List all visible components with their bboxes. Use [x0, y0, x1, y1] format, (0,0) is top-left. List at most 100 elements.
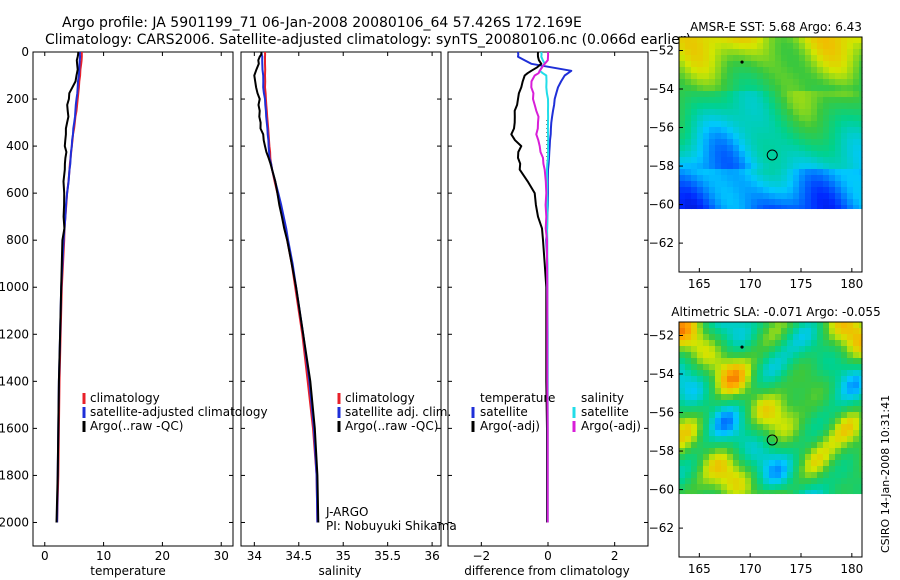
heatmap-cell — [739, 460, 746, 467]
heatmap-cell — [781, 127, 788, 134]
map-y-tick-label: −52 — [649, 43, 674, 57]
heatmap-cell — [739, 193, 746, 200]
heatmap-cell — [805, 412, 812, 419]
heatmap-cell — [691, 382, 698, 389]
heatmap-cell — [715, 199, 722, 206]
heatmap-cell — [691, 490, 698, 495]
heatmap-cell — [841, 73, 848, 80]
heatmap-cell — [751, 442, 758, 449]
heatmap-cell — [679, 442, 686, 449]
heatmap-cell — [715, 406, 722, 413]
heatmap-cell — [829, 55, 836, 62]
heatmap-cell — [727, 163, 734, 170]
heatmap-cell — [727, 334, 734, 341]
heatmap-cell — [727, 364, 734, 371]
heatmap-cell — [793, 163, 800, 170]
heatmap-cell — [799, 322, 806, 329]
heatmap-cell — [745, 322, 752, 329]
heatmap-cell — [697, 61, 704, 68]
heatmap-cell — [685, 91, 692, 98]
heatmap-cell — [769, 328, 776, 335]
heatmap-cell — [787, 127, 794, 134]
heatmap-cell — [823, 484, 830, 491]
heatmap-cell — [799, 436, 806, 443]
heatmap-cell — [703, 490, 710, 495]
heatmap-cell — [775, 490, 782, 495]
heatmap-cell — [841, 436, 848, 443]
heatmap-cell — [709, 406, 716, 413]
heatmap-cell — [757, 49, 764, 56]
heatmap-cell — [841, 79, 848, 86]
heatmap-cell — [793, 115, 800, 122]
heatmap-cell — [703, 376, 710, 383]
heatmap-cell — [769, 388, 776, 395]
heatmap-cell — [859, 145, 863, 152]
heatmap-cell — [781, 121, 788, 128]
heatmap-cell — [703, 484, 710, 491]
heatmap-cell — [829, 43, 836, 50]
heatmap-cell — [703, 322, 710, 329]
heatmap-cell — [793, 424, 800, 431]
heatmap-cell — [775, 91, 782, 98]
sst-map-panel: AMSR-E SST: 5.68 Argo: 6.43 165 170 175 180… — [649, 20, 864, 291]
heatmap-cell — [721, 442, 728, 449]
heatmap-cell — [835, 91, 842, 98]
heatmap-cell — [829, 85, 836, 92]
heatmap-cell — [703, 466, 710, 473]
map-y-tick-label: −54 — [649, 82, 674, 96]
heatmap-cell — [691, 334, 698, 341]
heatmap-cell — [739, 346, 746, 353]
heatmap-cell — [751, 145, 758, 152]
heatmap-cell — [853, 43, 860, 50]
heatmap-cell — [859, 376, 863, 383]
heatmap-cell — [697, 370, 704, 377]
x-tick-label: 34.5 — [285, 549, 312, 563]
heatmap-cell — [709, 340, 716, 347]
legend-temp-satellite-label: satellite — [480, 405, 528, 419]
legend-argo-label: Argo(..raw -QC) — [345, 419, 438, 433]
heatmap-cell — [859, 418, 863, 425]
heatmap-cell — [775, 484, 782, 491]
x-tick-label: 35 — [336, 549, 351, 563]
heatmap-cell — [835, 139, 842, 146]
heatmap-cell — [733, 67, 740, 74]
heatmap-cell — [805, 460, 812, 467]
heatmap-cell — [823, 424, 830, 431]
heatmap-cell — [685, 55, 692, 62]
heatmap-cell — [763, 73, 770, 80]
heatmap-cell — [763, 151, 770, 158]
heatmap-cell — [841, 406, 848, 413]
heatmap-cell — [817, 466, 824, 473]
heatmap-cell — [715, 400, 722, 407]
heatmap-cell — [703, 454, 710, 461]
heatmap-cell — [715, 478, 722, 485]
heatmap-cell — [751, 454, 758, 461]
heatmap-cell — [853, 394, 860, 401]
heatmap-cell — [727, 370, 734, 377]
heatmap-cell — [733, 79, 740, 86]
heatmap-cell — [811, 169, 818, 176]
heatmap-cell — [745, 181, 752, 188]
heatmap-cell — [715, 145, 722, 152]
heatmap-cell — [721, 328, 728, 335]
heatmap-cell — [739, 430, 746, 437]
heatmap-cell — [709, 103, 716, 110]
heatmap-cell — [793, 181, 800, 188]
heatmap-cell — [751, 418, 758, 425]
heatmap-cell — [829, 103, 836, 110]
heatmap-cell — [715, 139, 722, 146]
heatmap-cell — [709, 418, 716, 425]
heatmap-cell — [781, 67, 788, 74]
heatmap-cell — [757, 103, 764, 110]
heatmap-cell — [847, 157, 854, 164]
heatmap-cell — [739, 388, 746, 395]
heatmap-cell — [775, 472, 782, 479]
heatmap-cell — [739, 490, 746, 495]
y-tick-label: 1000 — [0, 280, 29, 294]
heatmap-cell — [817, 328, 824, 335]
heatmap-cell — [811, 163, 818, 170]
heatmap-cell — [709, 91, 716, 98]
heatmap-cell — [691, 73, 698, 80]
heatmap-cell — [721, 37, 728, 44]
heatmap-cell — [811, 424, 818, 431]
